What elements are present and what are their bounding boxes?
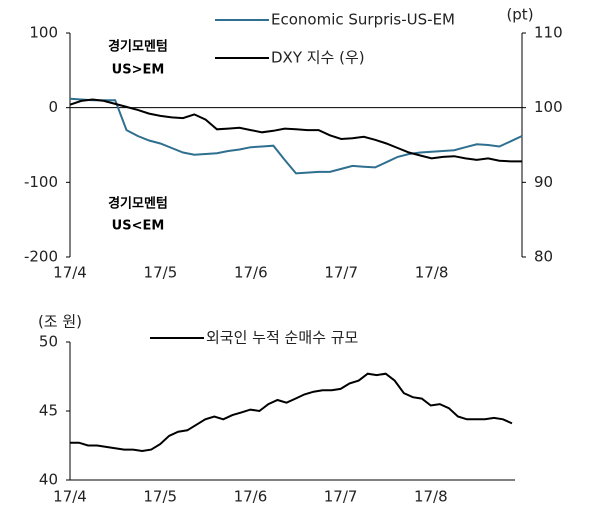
annotation: 경기모멘텀 [108, 196, 168, 212]
y-tick-label: -200 [24, 248, 58, 266]
y-axis-label: (조 원) [38, 313, 82, 331]
y2-axis-label: (pt) [506, 6, 533, 24]
x-tick-label: 17/7 [324, 488, 358, 506]
x-tick-label: 17/8 [414, 488, 448, 506]
y-tick-label: 50 [39, 333, 58, 351]
x-tick-label: 17/6 [234, 488, 268, 506]
x-tick-label: 17/7 [324, 264, 358, 282]
annotation: US<EM [112, 219, 165, 234]
x-tick-label: 17/5 [144, 264, 178, 282]
series-line [69, 98, 522, 163]
x-tick-label: 17/4 [53, 264, 87, 282]
x-tick-label: 17/4 [53, 488, 87, 506]
y-tick-label: -100 [24, 173, 58, 191]
series-line [70, 372, 513, 453]
x-tick-label: 17/6 [234, 264, 268, 282]
x-tick-label: 17/5 [143, 488, 177, 506]
y-tick-label: 40 [39, 471, 58, 489]
legend-label: Economic Surpris-US-EM [271, 11, 455, 29]
y2-tick-label: 80 [534, 248, 553, 266]
y2-tick-label: 90 [534, 173, 553, 191]
legend-label: 외국인 누적 순매수 규모 [206, 329, 359, 347]
y2-tick-label: 100 [534, 98, 563, 116]
annotation: US>EM [112, 63, 165, 78]
y-tick-label: 45 [39, 402, 58, 420]
y-tick-label: 0 [48, 98, 58, 116]
x-tick-label: 17/8 [415, 264, 449, 282]
y-tick-label: 100 [29, 24, 58, 42]
legend-label: DXY 지수 (우) [271, 49, 365, 67]
annotation: 경기모멘텀 [108, 39, 168, 55]
series-line [69, 97, 523, 175]
y2-tick-label: 110 [534, 24, 563, 42]
